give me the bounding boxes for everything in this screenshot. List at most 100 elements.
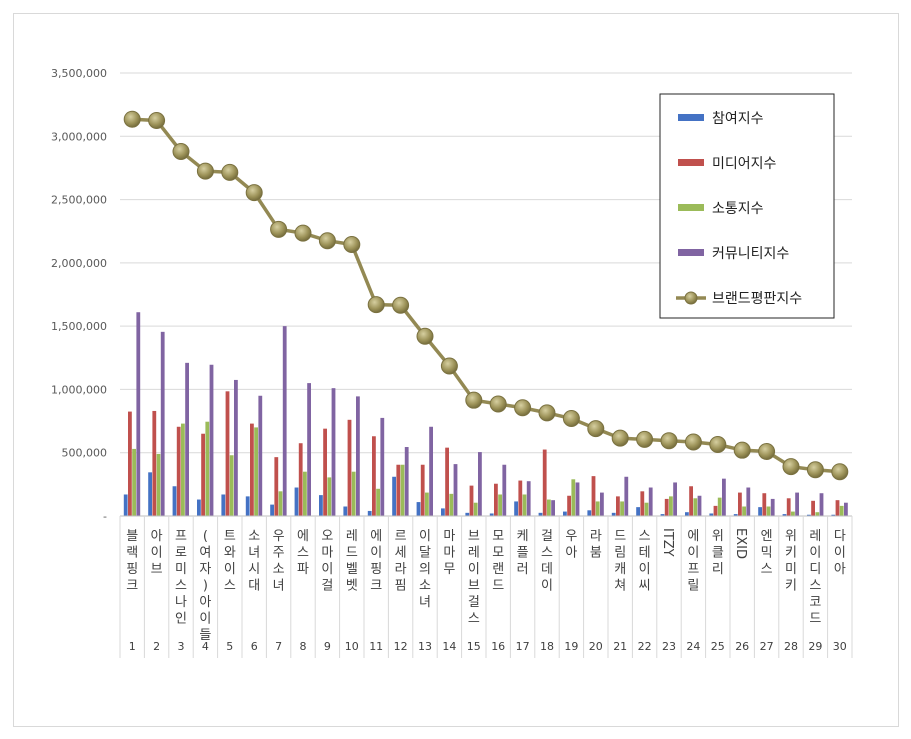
bar-4 [648,487,653,516]
rank-label: 25 [711,640,725,653]
bar-1 [538,512,543,516]
brand-index-line [123,110,849,481]
legend-swatch [678,204,704,211]
rank-label: 1 [129,640,136,653]
bar-4 [331,388,336,516]
bar-4 [746,487,751,516]
bar-1 [392,476,396,516]
bar-2 [542,449,547,516]
bar-1 [270,504,274,516]
bar-3 [303,471,307,516]
rank-label: 29 [808,640,822,653]
legend-swatch [678,159,704,166]
bar-2 [396,464,401,516]
bar-1 [563,511,567,516]
brand-index-point [270,220,288,238]
rank-label: 23 [662,640,676,653]
brand-index-point [636,430,654,448]
legend-swatch [678,114,704,121]
bar-1 [587,510,592,516]
bar-2 [420,464,425,516]
brand-index-point [416,327,434,345]
bar-1 [441,508,445,516]
bar-1 [660,514,665,516]
rank-label: 4 [202,640,209,653]
bar-3 [547,499,551,516]
y-tick-label: - [103,510,107,523]
bar-1 [831,514,836,516]
y-tick-label: 3,000,000 [51,130,107,143]
bar-4 [356,396,360,516]
bar-2 [128,411,132,516]
bar-4 [600,492,604,516]
bar-3 [693,498,698,516]
bar-2 [176,426,181,516]
bar-2 [323,428,327,516]
bar-1 [343,506,348,516]
rank-label: 13 [418,640,432,653]
bar-3 [815,512,820,516]
category-label: ITZY [660,528,675,557]
bar-4 [136,312,141,516]
bar-4 [844,502,848,516]
bar-2 [274,457,279,516]
bar-1 [221,494,226,516]
rank-label: 10 [345,640,359,653]
rank-label: 28 [784,640,798,653]
bars [123,312,848,516]
legend-label: 미디어지수 [712,156,777,172]
bar-2 [298,443,303,516]
bar-4 [307,383,311,516]
legend-label: 소통지수 [712,201,764,217]
brand-index-point [782,458,800,476]
bar-2 [835,500,840,516]
bar-1 [465,512,470,516]
bar-2 [347,419,352,516]
bar-2 [469,485,474,516]
bar-1 [782,514,787,516]
bar-2 [689,486,693,516]
bar-3 [254,427,258,516]
rank-label: 16 [491,640,505,653]
bar-4 [404,447,409,516]
brand-index-point [831,463,849,481]
rank-label: 21 [613,640,627,653]
bar-3 [449,493,454,516]
brand-index-point [709,435,727,453]
rank-label: 22 [638,640,652,653]
brand-index-point [123,110,141,128]
rank-label: 30 [833,640,847,653]
bar-3 [425,492,429,516]
rank-label: 19 [564,640,578,653]
y-axis: - 500,000 1,000,000 1,500,000 2,000,000 2,500… [51,67,107,523]
bar-1 [148,472,152,516]
bar-3 [791,511,795,516]
brand-index-point [465,391,483,409]
brand-index-point [294,224,312,242]
bar-2 [738,492,742,516]
bar-2 [616,496,620,516]
bar-4 [575,482,580,516]
rank-label: 8 [300,640,307,653]
bar-4 [209,364,214,516]
bar-1 [416,502,421,516]
bar-1 [294,487,299,516]
brand-index-point [684,433,702,451]
bar-2 [664,498,669,516]
bar-3 [595,501,600,516]
